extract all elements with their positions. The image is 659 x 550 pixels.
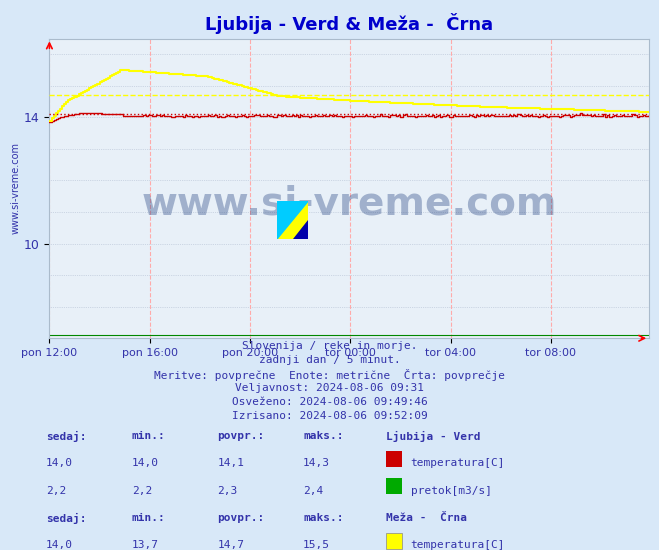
Text: 2,4: 2,4 — [303, 486, 324, 496]
Text: 2,2: 2,2 — [46, 486, 67, 496]
Text: 14,0: 14,0 — [132, 459, 159, 469]
Text: temperatura[C]: temperatura[C] — [411, 459, 505, 469]
Text: 14,7: 14,7 — [217, 540, 244, 550]
Text: povpr.:: povpr.: — [217, 431, 265, 441]
Text: min.:: min.: — [132, 513, 165, 523]
Polygon shape — [277, 201, 308, 239]
Text: maks.:: maks.: — [303, 513, 343, 523]
Text: Veljavnost: 2024-08-06 09:31: Veljavnost: 2024-08-06 09:31 — [235, 383, 424, 393]
FancyBboxPatch shape — [386, 478, 402, 494]
Text: www.si-vreme.com: www.si-vreme.com — [142, 184, 557, 222]
Text: min.:: min.: — [132, 431, 165, 441]
Text: pretok[m3/s]: pretok[m3/s] — [411, 486, 492, 496]
Text: 14,0: 14,0 — [46, 459, 73, 469]
Text: 2,3: 2,3 — [217, 486, 238, 496]
Text: 13,7: 13,7 — [132, 540, 159, 550]
Y-axis label: www.si-vreme.com: www.si-vreme.com — [11, 142, 21, 234]
Text: Meritve: povprečne  Enote: metrične  Črta: povprečje: Meritve: povprečne Enote: metrične Črta:… — [154, 369, 505, 381]
FancyBboxPatch shape — [386, 532, 402, 549]
FancyBboxPatch shape — [386, 451, 402, 467]
Text: povpr.:: povpr.: — [217, 513, 265, 523]
Text: Slovenija / reke in morje.: Slovenija / reke in morje. — [242, 341, 417, 351]
Text: 14,3: 14,3 — [303, 459, 330, 469]
Text: Meža -  Črna: Meža - Črna — [386, 513, 467, 523]
Text: Osveženo: 2024-08-06 09:49:46: Osveženo: 2024-08-06 09:49:46 — [231, 397, 428, 407]
Text: temperatura[C]: temperatura[C] — [411, 540, 505, 550]
Text: zadnji dan / 5 minut.: zadnji dan / 5 minut. — [258, 355, 401, 365]
Polygon shape — [293, 220, 308, 239]
Title: Ljubija - Verd & Meža -  Črna: Ljubija - Verd & Meža - Črna — [205, 13, 494, 34]
Text: Ljubija - Verd: Ljubija - Verd — [386, 431, 480, 442]
Text: 14,1: 14,1 — [217, 459, 244, 469]
Text: 2,2: 2,2 — [132, 486, 152, 496]
Text: 14,0: 14,0 — [46, 540, 73, 550]
Polygon shape — [277, 201, 308, 239]
Text: sedaj:: sedaj: — [46, 431, 86, 442]
Text: 15,5: 15,5 — [303, 540, 330, 550]
Text: sedaj:: sedaj: — [46, 513, 86, 524]
Text: Izrisano: 2024-08-06 09:52:09: Izrisano: 2024-08-06 09:52:09 — [231, 411, 428, 421]
Text: maks.:: maks.: — [303, 431, 343, 441]
